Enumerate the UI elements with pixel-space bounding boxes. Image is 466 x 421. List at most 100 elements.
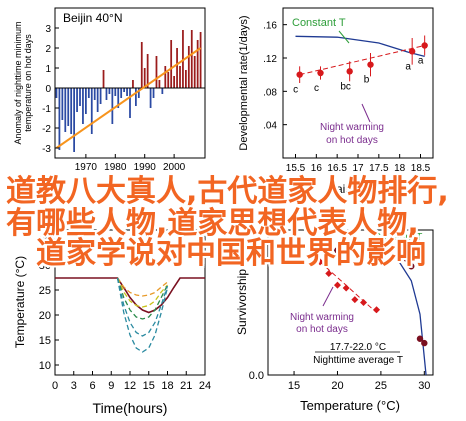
panel-a-bar <box>137 88 140 98</box>
panel-a-xtick-label: 1970 <box>75 162 98 173</box>
panel-a-xtick-label: 1990 <box>134 162 157 173</box>
panel-d-constant-point <box>342 248 350 255</box>
panel-c-series-line <box>55 277 205 314</box>
panel-b-xlabel: Daily ave <box>327 182 377 196</box>
panel-a-ylabel-line1: Anomaly of nighttime minimum <box>13 21 23 144</box>
panel-a-trend-line <box>55 47 202 149</box>
panel-a-bar <box>64 88 67 132</box>
panel-b: c c bc b aa Constant T Night warming on hot … <box>238 7 434 196</box>
panel-c-xtick-label: 21 <box>180 380 192 392</box>
panel-a-bar <box>173 76 175 88</box>
panel-d-ytick-label: 0.0 <box>249 370 264 382</box>
panel-a-bar <box>170 40 173 88</box>
panel-a-ytick-label: 3 <box>45 24 51 35</box>
panel-c-xtick-label: 24 <box>199 380 211 392</box>
panel-c-xtick-label: 3 <box>71 380 77 392</box>
panel-d-warming-point <box>342 284 350 292</box>
panel-b-warming-fit <box>299 45 425 76</box>
panel-a-bar <box>114 88 117 96</box>
panel-a-bar <box>82 88 84 124</box>
panel-c-ytick-label: 15 <box>39 335 51 347</box>
panel-a-ytick-label: -1 <box>42 104 51 115</box>
panel-a-ytick-label: -2 <box>42 124 51 135</box>
panel-a-bar <box>155 56 158 88</box>
panel-d-warming-arrow <box>322 286 334 307</box>
panel-a-bar <box>90 88 93 134</box>
panel-a-ytick-label: 1 <box>45 64 51 75</box>
panel-d-note-2: Nighttime average T <box>313 355 403 366</box>
panel-b-ylabel: Developmental rate(1/days) <box>238 15 250 150</box>
panel-d-warming-point <box>325 270 333 277</box>
panel-b-points: c c bc b aa <box>293 35 428 96</box>
panel-a-bar <box>70 88 73 134</box>
panel-a-bar <box>79 88 81 106</box>
panel-a-ytick-label: -3 <box>42 144 51 155</box>
panel-b-point-tag: c <box>293 85 298 96</box>
panel-d-ylabel: Survivorship <box>235 269 249 335</box>
panel-a-bar <box>187 46 190 88</box>
panel-a-frame <box>54 7 206 159</box>
panel-c-y-ticks: 35 30 25 20 15 10 <box>39 235 59 372</box>
panel-c-series-line <box>116 277 168 297</box>
panel-a-bar <box>161 88 164 94</box>
panel-d-warming-fit <box>319 261 377 314</box>
panel-d-warming-point <box>373 306 381 314</box>
panel-b-point-tag: c <box>314 83 319 94</box>
panel-b-xtick-label: 16 <box>311 163 323 174</box>
panel-d-xtick-label: 25 <box>375 380 387 392</box>
panel-a-bar <box>126 88 128 96</box>
panel-b-point-tag: a <box>405 61 411 72</box>
panel-c-xlabel: Time(hours) <box>93 400 168 416</box>
panel-c-ytick-label: 10 <box>39 360 51 372</box>
panel-b-xtick-label: 17.5 <box>369 163 389 174</box>
panel-c-xtick-label: 18 <box>161 380 173 392</box>
panel-d-constant-point <box>408 263 415 270</box>
panel-a-bar <box>167 72 170 88</box>
panel-a-bar <box>117 88 120 108</box>
panel-b-x-ticks: 15.5 16 16.5 17 17.5 18 18.5 <box>286 154 431 174</box>
panel-b-ytick-label: .16 <box>263 21 277 32</box>
panel-a-xtick-label: 2000 <box>163 162 186 173</box>
panel-d-y-ticks: 0.0 <box>249 370 272 382</box>
panel-d-xlabel: Temperature (°C) <box>300 398 400 413</box>
panel-a-bar <box>73 88 75 152</box>
panel-b-constant-arrow <box>338 30 350 44</box>
panel-d-warming-point <box>360 299 368 306</box>
panel-b-point-tag: bc <box>340 81 351 92</box>
panel-d-frame <box>267 229 434 376</box>
panel-b-point <box>367 61 374 68</box>
panel-a-bar <box>182 30 184 88</box>
panel-c-ytick-label: 35 <box>39 235 51 247</box>
panel-c-ytick-label: 20 <box>39 310 51 322</box>
panel-d-points <box>316 247 428 347</box>
panel-d-warming-point <box>333 281 341 289</box>
panel-b-point <box>346 68 353 75</box>
panel-d-warming-point <box>351 296 359 304</box>
panel-d-constant-label: Constant T <box>374 232 423 243</box>
panel-b-point <box>296 71 303 78</box>
panel-d-warming-label-1: Night warming <box>290 312 354 323</box>
panel-a-bar <box>111 88 114 124</box>
panel-c-series-line <box>116 277 169 353</box>
panel-d-xtick-label: 15 <box>288 380 300 392</box>
panel-a-bar <box>158 80 161 88</box>
panel-a-ytick-label: 2 <box>45 44 51 55</box>
panel-a-bar <box>190 30 193 88</box>
panel-c-ylabel: Temperature (°C) <box>13 256 27 348</box>
panel-c-xtick-label: 9 <box>108 380 114 392</box>
panel-a-bar <box>67 88 70 126</box>
panel-a-bar <box>108 88 111 94</box>
panel-d-warming-point <box>316 258 324 266</box>
panel-c-xtick-label: 6 <box>89 380 95 392</box>
panel-b-constant-line <box>295 35 425 57</box>
panel-a-bar <box>132 80 134 88</box>
panel-c-xtick-label: 12 <box>124 380 136 392</box>
panel-a-bar <box>164 66 167 88</box>
panel-b-ytick-label: .12 <box>263 54 277 65</box>
panel-a-bar <box>193 56 196 88</box>
panel-a-bar <box>146 54 149 88</box>
panel-a-annotation: Beijin 40°N <box>63 11 123 25</box>
panel-b-y-ticks: .16 .12 .08 .04 <box>263 21 287 132</box>
